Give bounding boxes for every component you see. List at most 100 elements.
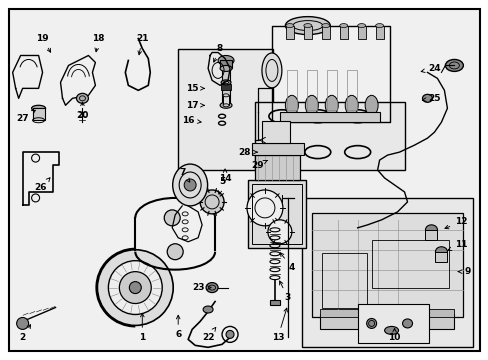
Ellipse shape [221, 80, 230, 85]
Ellipse shape [205, 283, 218, 293]
Circle shape [246, 190, 283, 226]
Text: 24: 24 [420, 64, 440, 73]
Circle shape [200, 190, 224, 214]
Text: 20: 20 [76, 102, 88, 120]
Bar [357, 26, 365, 39]
Bar [220, 60, 232, 68]
Text: 10: 10 [387, 328, 400, 342]
Ellipse shape [285, 24, 293, 28]
Bar [306, 71, 316, 110]
Bar [321, 26, 329, 39]
Ellipse shape [223, 81, 228, 84]
Ellipse shape [321, 24, 329, 28]
Text: 16: 16 [182, 116, 201, 125]
Ellipse shape [366, 319, 376, 328]
Circle shape [225, 330, 234, 338]
Bar [319, 310, 453, 318]
Bar [222, 68, 229, 105]
Text: 27: 27 [16, 110, 35, 123]
Text: 1: 1 [139, 313, 145, 342]
Bar [262, 121, 289, 143]
Circle shape [184, 179, 196, 191]
Circle shape [97, 250, 173, 325]
Ellipse shape [384, 327, 398, 334]
Ellipse shape [345, 95, 357, 115]
Text: 5: 5 [218, 177, 225, 194]
Ellipse shape [218, 55, 234, 66]
Bar [326, 71, 336, 110]
Ellipse shape [285, 17, 329, 35]
Text: 3: 3 [279, 281, 290, 302]
Text: 25: 25 [422, 94, 440, 103]
Ellipse shape [425, 225, 437, 235]
Bar [339, 26, 347, 39]
Text: 17: 17 [185, 101, 204, 110]
Ellipse shape [325, 95, 338, 115]
Text: 11: 11 [447, 240, 467, 251]
Bar [251, 184, 301, 244]
Text: 15: 15 [185, 84, 204, 93]
Ellipse shape [203, 306, 213, 313]
Bar [221, 84, 230, 90]
Bar [254, 102, 404, 170]
Text: 8: 8 [213, 44, 223, 62]
Ellipse shape [422, 94, 431, 102]
Ellipse shape [435, 247, 447, 257]
Text: 4: 4 [280, 253, 294, 272]
Ellipse shape [223, 94, 228, 97]
Text: 26: 26 [34, 178, 50, 193]
Circle shape [108, 261, 162, 315]
Ellipse shape [375, 24, 383, 28]
Ellipse shape [357, 24, 365, 28]
Ellipse shape [303, 24, 311, 28]
Bar [301, 198, 472, 347]
Ellipse shape [220, 66, 232, 71]
Bar [375, 26, 383, 39]
Circle shape [17, 318, 29, 329]
Ellipse shape [402, 319, 412, 328]
Circle shape [119, 272, 151, 303]
Bar [33, 108, 44, 120]
Text: 29: 29 [251, 161, 267, 170]
Bar [286, 71, 296, 110]
Bar [435, 252, 447, 262]
Ellipse shape [305, 95, 318, 115]
Bar [371, 240, 448, 288]
Ellipse shape [365, 95, 377, 115]
Text: 21: 21 [136, 34, 148, 55]
Ellipse shape [76, 93, 88, 103]
Bar [285, 26, 293, 39]
Ellipse shape [32, 105, 45, 111]
Text: 28: 28 [238, 148, 257, 157]
Bar [223, 95, 228, 105]
Ellipse shape [285, 95, 298, 115]
Text: 22: 22 [202, 327, 215, 342]
Text: 14: 14 [218, 169, 231, 183]
Text: 6: 6 [175, 315, 181, 339]
Ellipse shape [220, 102, 232, 108]
Bar [178, 49, 272, 170]
Ellipse shape [445, 59, 463, 71]
Text: 12: 12 [444, 217, 467, 229]
Bar [251, 143, 303, 155]
Text: 13: 13 [271, 308, 287, 342]
Bar [319, 315, 453, 329]
Bar [279, 112, 379, 122]
Bar [425, 230, 437, 240]
Text: 23: 23 [191, 283, 211, 292]
Text: 2: 2 [20, 325, 31, 342]
Bar [247, 180, 305, 248]
Text: 9: 9 [457, 267, 469, 276]
Text: 7: 7 [179, 167, 189, 182]
Text: 19: 19 [36, 34, 51, 52]
Ellipse shape [223, 104, 228, 107]
Ellipse shape [262, 53, 281, 88]
Ellipse shape [339, 24, 347, 28]
Bar [303, 26, 311, 39]
Bar [269, 300, 279, 305]
Text: 18: 18 [92, 34, 104, 52]
Circle shape [167, 244, 183, 260]
Circle shape [164, 210, 180, 226]
Bar [311, 213, 463, 318]
Bar [321, 253, 366, 307]
